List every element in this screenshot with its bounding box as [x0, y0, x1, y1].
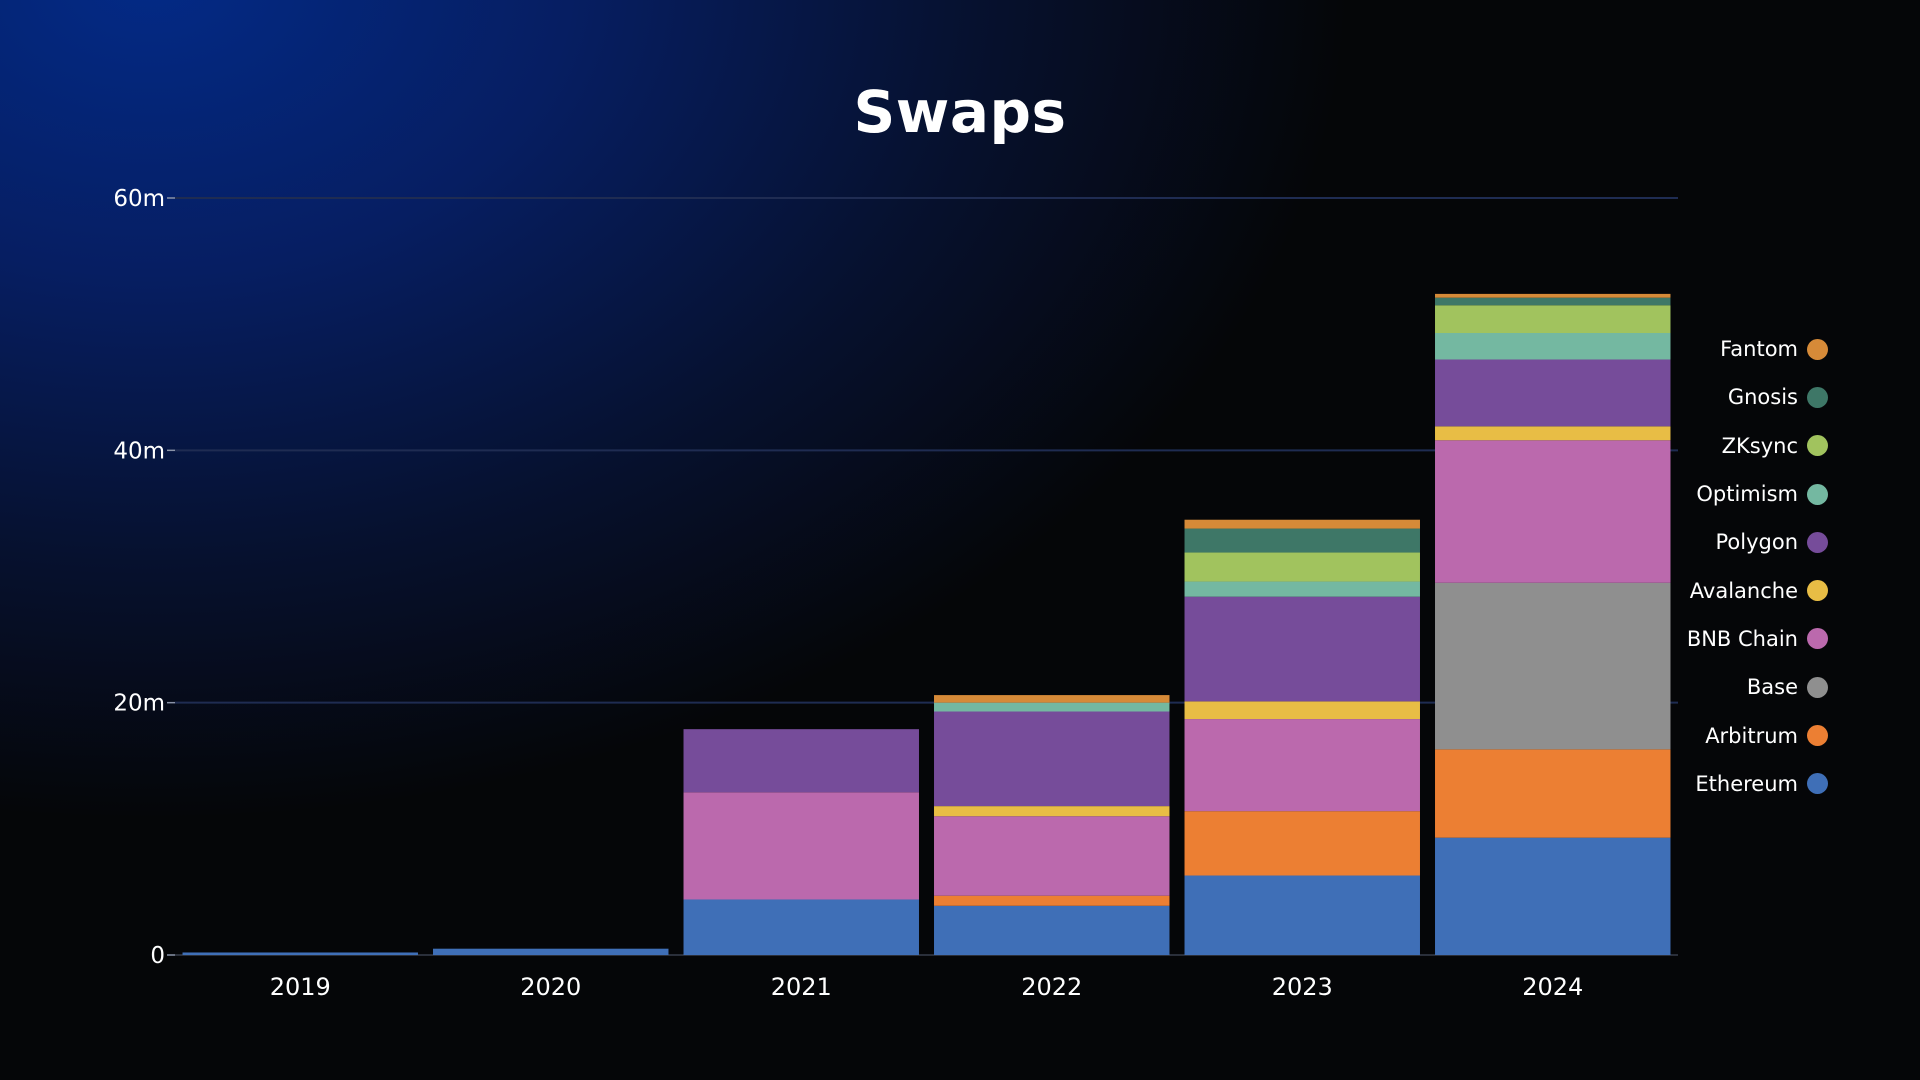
- legend-label: Avalanche: [1689, 578, 1798, 603]
- y-tick-label: 40m: [113, 438, 165, 464]
- legend-label: ZKsync: [1721, 433, 1798, 458]
- bar-segment-2023-ethereum: [1184, 875, 1420, 955]
- bar-segment-2022-fantom: [934, 695, 1170, 703]
- bar-segment-2021-bnb-chain: [683, 792, 919, 900]
- bar-segment-2023-zksync: [1184, 552, 1420, 582]
- chart-title: Swaps: [853, 78, 1067, 146]
- y-tick-label: 20m: [113, 691, 165, 717]
- bar-segment-2022-ethereum: [934, 905, 1170, 955]
- legend-label: Polygon: [1715, 530, 1798, 555]
- legend-swatch: [1807, 725, 1828, 747]
- legend-item-avalanche[interactable]: Avalanche: [1690, 566, 1828, 614]
- bar-segment-2023-fantom: [1184, 519, 1420, 529]
- legend-label: Gnosis: [1727, 385, 1798, 410]
- legend-item-base[interactable]: Base: [1747, 663, 1828, 711]
- legend-label: Optimism: [1696, 482, 1798, 507]
- bar-segment-2024-polygon: [1435, 359, 1671, 427]
- x-tick-label: 2020: [520, 973, 581, 1001]
- legend-swatch: [1807, 338, 1828, 360]
- x-axis-tick-labels: 2019 2020 2021 2022 2023 2024: [270, 973, 1584, 1001]
- legend-label: BNB Chain: [1686, 626, 1798, 651]
- legend-swatch: [1807, 773, 1828, 795]
- bar-segment-2024-bnb-chain: [1435, 440, 1671, 583]
- legend: Fantom Gnosis ZKsync Optimism Polygon Avalanc…: [1687, 325, 1828, 808]
- bar-segment-2022-avalanche: [934, 806, 1170, 817]
- bar-segment-2022-bnb-chain: [934, 816, 1170, 896]
- grid-lines: [167, 197, 1678, 956]
- bar-segment-2024-ethereum: [1435, 837, 1671, 955]
- legend-label: Arbitrum: [1705, 723, 1798, 748]
- bar-segment-2023-arbitrum: [1184, 811, 1420, 876]
- bar-segment-2023-bnb-chain: [1184, 719, 1420, 812]
- bar-stacks: [182, 293, 1671, 955]
- legend-swatch: [1807, 531, 1828, 553]
- bar-segment-2024-zksync: [1435, 305, 1671, 333]
- bar-segment-2023-optimism: [1184, 581, 1420, 597]
- bar-segment-2024-gnosis: [1435, 297, 1671, 306]
- bar-stack-2020: [433, 948, 669, 955]
- bar-segment-2024-fantom: [1435, 293, 1671, 298]
- bar-segment-2024-optimism: [1435, 332, 1671, 360]
- x-tick-label: 2019: [270, 973, 331, 1001]
- bar-segment-2024-arbitrum: [1435, 749, 1671, 838]
- legend-item-fantom[interactable]: Fantom: [1720, 325, 1828, 373]
- x-tick-label: 2023: [1272, 973, 1333, 1001]
- legend-label: Fantom: [1720, 337, 1798, 362]
- bar-stack-2024: [1435, 293, 1671, 955]
- legend-swatch: [1807, 435, 1828, 457]
- legend-swatch: [1807, 386, 1828, 408]
- legend-item-ethereum[interactable]: Ethereum: [1695, 760, 1828, 808]
- bar-segment-2024-base: [1435, 582, 1671, 750]
- bar-segment-2024-avalanche: [1435, 426, 1671, 441]
- legend-label: Base: [1746, 675, 1798, 700]
- bar-segment-2022-polygon: [934, 711, 1170, 807]
- x-tick-label: 2021: [771, 973, 832, 1001]
- bar-stack-2021: [683, 729, 919, 955]
- bar-stack-2022: [934, 695, 1170, 955]
- x-tick-label: 2024: [1522, 973, 1583, 1001]
- bar-segment-2023-polygon: [1184, 596, 1420, 702]
- bar-stack-2019: [182, 952, 418, 955]
- bar-segment-2022-optimism: [934, 702, 1170, 712]
- legend-swatch: [1807, 580, 1828, 602]
- legend-item-optimism[interactable]: Optimism: [1696, 470, 1828, 518]
- bar-segment-2020-ethereum: [433, 948, 669, 955]
- bar-segment-2019-ethereum: [182, 952, 418, 955]
- legend-item-gnosis[interactable]: Gnosis: [1728, 373, 1828, 421]
- y-tick-label: 60m: [113, 186, 165, 212]
- legend-swatch: [1807, 483, 1828, 505]
- legend-swatch: [1807, 628, 1828, 650]
- legend-item-zksync[interactable]: ZKsync: [1722, 422, 1828, 470]
- bar-segment-2021-polygon: [683, 729, 919, 793]
- y-tick-label: 0: [150, 943, 165, 969]
- bar-stack-2023: [1184, 519, 1420, 955]
- bar-segment-2022-arbitrum: [934, 895, 1170, 906]
- legend-item-polygon[interactable]: Polygon: [1715, 518, 1828, 566]
- bar-segment-2021-ethereum: [683, 899, 919, 955]
- legend-item-arbitrum[interactable]: Arbitrum: [1705, 711, 1828, 759]
- x-tick-label: 2022: [1021, 973, 1082, 1001]
- bar-segment-2023-gnosis: [1184, 528, 1420, 553]
- y-axis-tick-labels: 0 20m 40m 60m: [113, 186, 165, 969]
- bar-segment-2023-avalanche: [1184, 701, 1420, 720]
- legend-label: Ethereum: [1695, 771, 1798, 796]
- legend-item-bnb-chain[interactable]: BNB Chain: [1687, 615, 1828, 663]
- legend-swatch: [1807, 676, 1828, 698]
